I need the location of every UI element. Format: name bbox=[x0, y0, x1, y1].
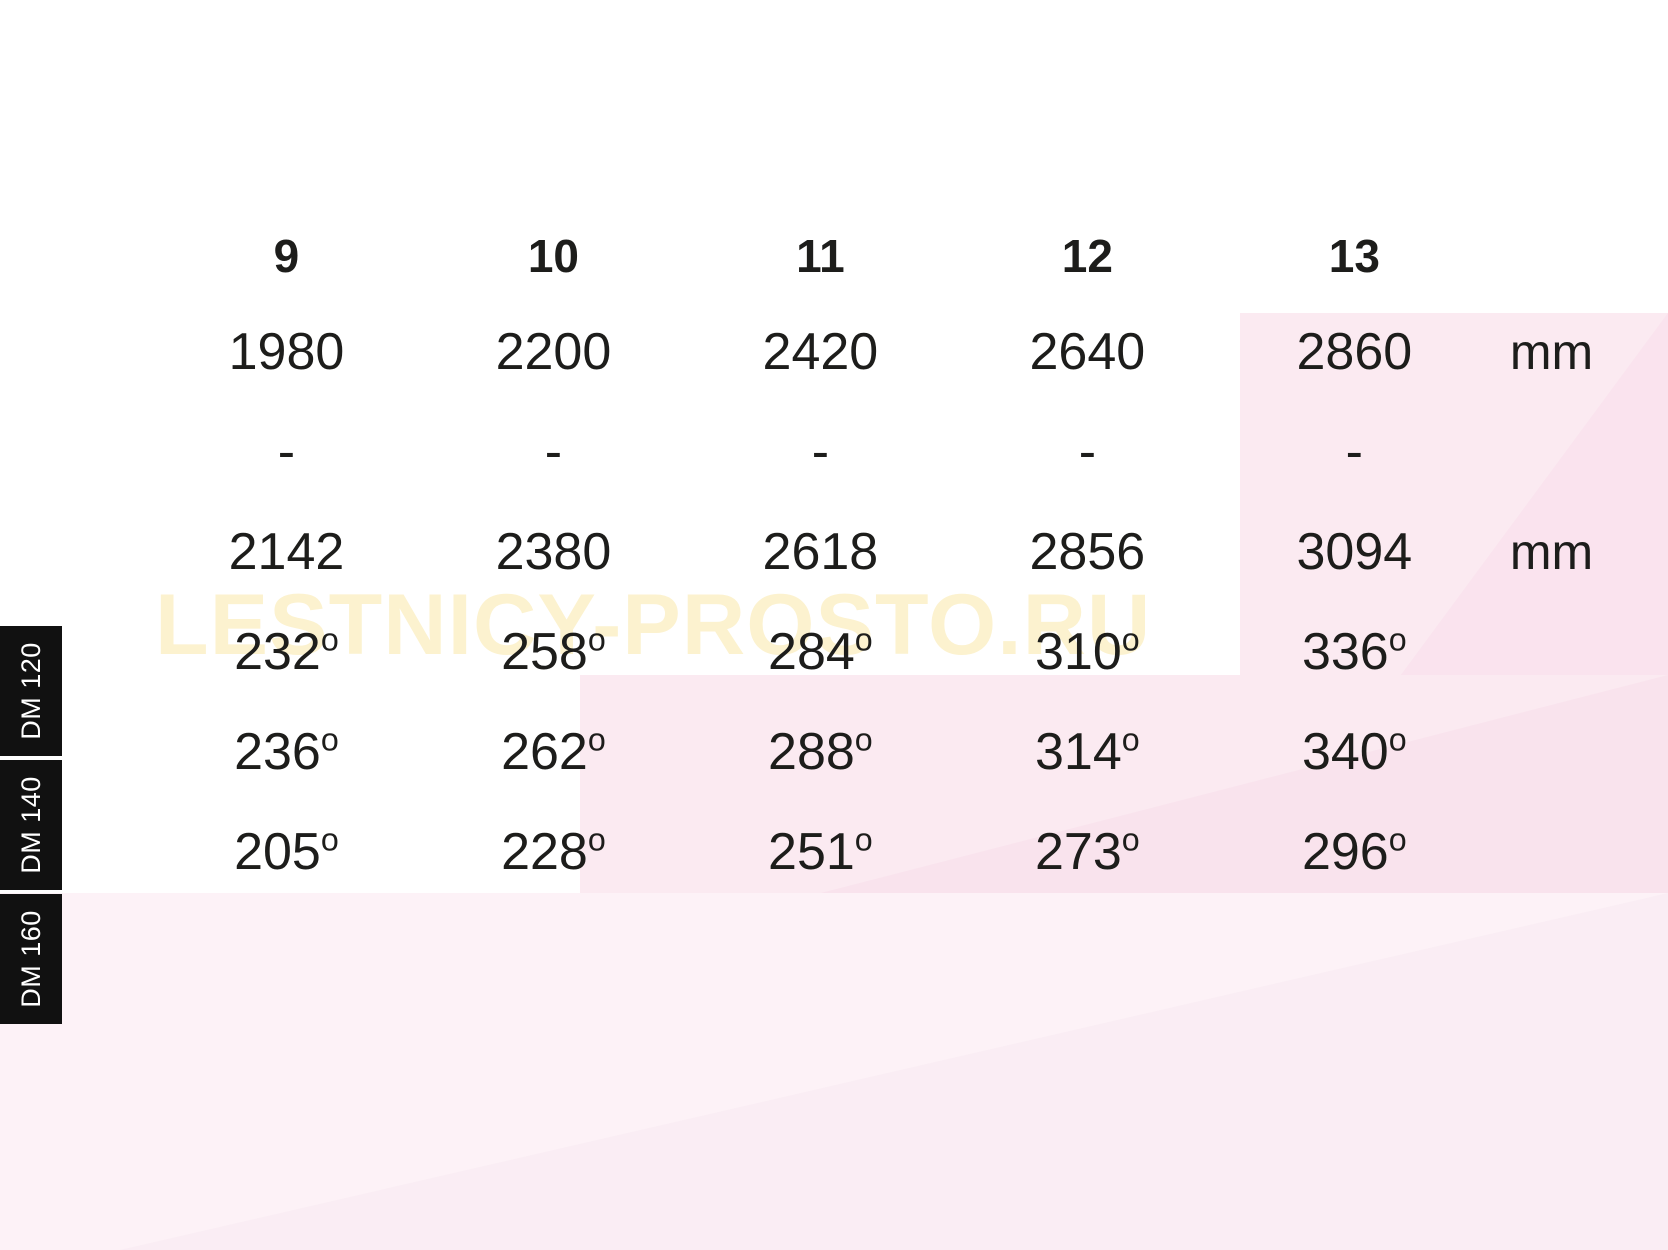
table-row: - - - - - bbox=[62, 402, 1668, 502]
row-unit: mm bbox=[1509, 324, 1594, 380]
pink-diagonal-bottom bbox=[120, 893, 1668, 1250]
cell-value: 2200 bbox=[495, 323, 612, 381]
degree-icon: o bbox=[320, 721, 339, 758]
cell-value: 2380 bbox=[495, 523, 612, 581]
table-row: 1980 2200 2420 2640 2860 mm bbox=[62, 302, 1668, 402]
cell-value: 2860 bbox=[1296, 323, 1413, 381]
cell-value: 205o bbox=[234, 821, 339, 881]
cell-value: 2856 bbox=[1029, 523, 1146, 581]
cell-value: 3094 bbox=[1296, 523, 1413, 581]
cell-value: 314o bbox=[1035, 721, 1140, 781]
cell-value: 296o bbox=[1301, 821, 1407, 881]
header-col-4: 12 bbox=[1061, 230, 1113, 282]
cell-value: 236o bbox=[234, 721, 339, 781]
cell-value: - bbox=[811, 423, 830, 481]
cell-value: 2420 bbox=[762, 323, 879, 381]
degree-icon: o bbox=[1121, 621, 1140, 658]
side-tab-dm120[interactable]: DM 120 bbox=[0, 626, 62, 756]
table-row: 236o 262o 288o 314o 340o bbox=[62, 702, 1668, 802]
side-tab-dm160[interactable]: DM 160 bbox=[0, 894, 62, 1024]
degree-icon: o bbox=[1388, 821, 1407, 858]
cell-value: - bbox=[1078, 423, 1097, 481]
cell-value: 232o bbox=[234, 621, 339, 681]
specification-table: 9 10 11 12 13 1980 2200 2420 2640 2860 m… bbox=[62, 210, 1668, 902]
row-unit: mm bbox=[1509, 524, 1594, 580]
cell-value: 251o bbox=[768, 821, 873, 881]
side-tab-dm120-label: DM 120 bbox=[16, 642, 46, 740]
degree-icon: o bbox=[1388, 721, 1407, 758]
degree-icon: o bbox=[1121, 721, 1140, 758]
side-tab-dm140[interactable]: DM 140 bbox=[0, 760, 62, 890]
cell-value: 228o bbox=[501, 821, 606, 881]
table-header-row: 9 10 11 12 13 bbox=[62, 210, 1668, 302]
degree-icon: o bbox=[854, 721, 873, 758]
degree-icon: o bbox=[854, 821, 873, 858]
side-tab-dm160-label: DM 160 bbox=[16, 910, 46, 1008]
header-col-3: 11 bbox=[796, 230, 845, 282]
header-col-5: 13 bbox=[1328, 230, 1380, 282]
degree-icon: o bbox=[587, 721, 606, 758]
cell-value: - bbox=[1345, 423, 1363, 481]
degree-icon: o bbox=[587, 621, 606, 658]
cell-value: 284o bbox=[768, 621, 873, 681]
table-row: 2142 2380 2618 2856 3094 mm bbox=[62, 502, 1668, 602]
cell-value: 288o bbox=[768, 721, 873, 781]
degree-icon: o bbox=[320, 621, 339, 658]
cell-value: 258o bbox=[501, 621, 606, 681]
cell-value: 1980 bbox=[228, 323, 345, 381]
side-tab-dm140-label: DM 140 bbox=[16, 776, 46, 874]
cell-value: 2142 bbox=[228, 523, 345, 581]
cell-value: 2640 bbox=[1029, 323, 1146, 381]
degree-icon: o bbox=[1388, 621, 1407, 658]
cell-value: 273o bbox=[1035, 821, 1140, 881]
header-col-2: 10 bbox=[527, 230, 579, 282]
header-col-1: 9 bbox=[273, 230, 300, 282]
degree-icon: o bbox=[320, 821, 339, 858]
cell-value: - bbox=[544, 423, 563, 481]
table-row: 232o 258o 284o 310o 336o bbox=[62, 602, 1668, 702]
cell-value: 2618 bbox=[762, 523, 879, 581]
degree-icon: o bbox=[1121, 821, 1140, 858]
degree-icon: o bbox=[587, 821, 606, 858]
cell-value: - bbox=[277, 423, 296, 481]
cell-value: 340o bbox=[1301, 721, 1407, 781]
pink-panel-bottom bbox=[0, 893, 1668, 1250]
degree-icon: o bbox=[854, 621, 873, 658]
table-row: 205o 228o 251o 273o 296o bbox=[62, 802, 1668, 902]
cell-value: 262o bbox=[501, 721, 606, 781]
cell-value: 310o bbox=[1035, 621, 1140, 681]
cell-value: 336o bbox=[1301, 621, 1407, 681]
